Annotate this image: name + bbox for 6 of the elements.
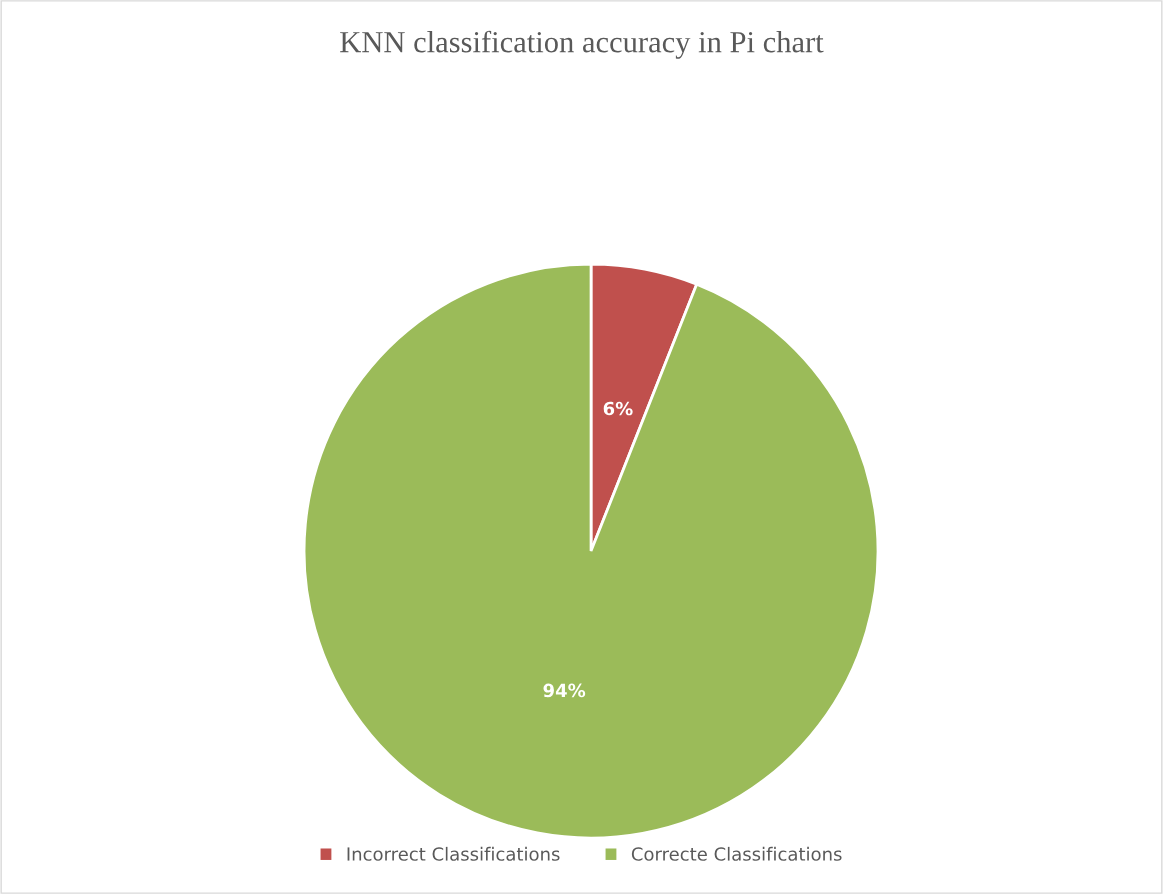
legend-label: Correcte Classifications xyxy=(631,846,842,861)
data-label: 6% xyxy=(603,401,633,416)
pie-slice xyxy=(302,262,880,840)
data-label: 94% xyxy=(543,683,586,698)
chart-title: KNN classification accuracy in Pi chart xyxy=(340,30,824,59)
legend-label: Incorrect Classifications xyxy=(347,846,560,861)
